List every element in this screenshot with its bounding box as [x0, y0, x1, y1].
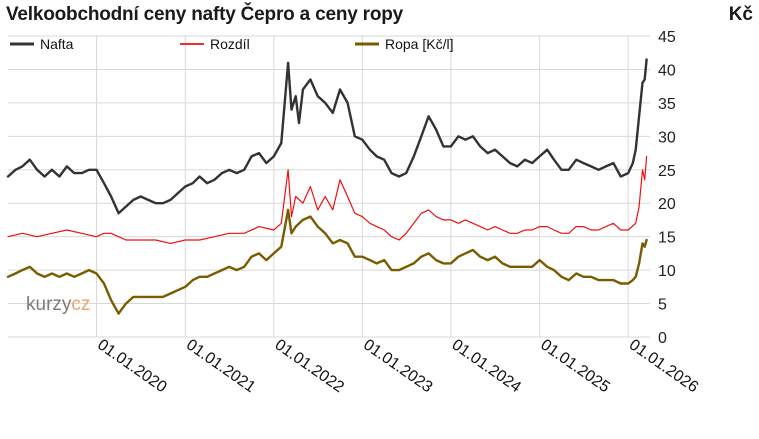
- y-tick-label: 45: [658, 29, 676, 46]
- watermark-main: kurzy: [26, 294, 72, 315]
- y-tick-label: 40: [658, 62, 676, 79]
- x-tick-label: 01.01.2021: [183, 336, 258, 396]
- y-axis-ticks: 0 5 10 15 20 25 30 35 40 45: [658, 29, 676, 347]
- y-tick-label: 25: [658, 163, 676, 180]
- watermark-accent: cz: [71, 294, 90, 315]
- y-tick-label: 0: [658, 330, 667, 347]
- x-tick-label: 01.01.2022: [272, 336, 347, 396]
- chart-title: Velkoobchodní ceny nafty Čepro a ceny ro…: [6, 4, 404, 25]
- legend-label-3: Ropa [Kč/l]: [385, 36, 453, 52]
- watermark-logo: kurzycz: [26, 294, 90, 315]
- watermark-text: kurzycz: [26, 294, 90, 315]
- legend-label-1: Nafta: [40, 36, 74, 52]
- unit-label: Kč: [728, 4, 753, 25]
- y-tick-label: 35: [658, 96, 676, 113]
- x-tick-label: 01.01.2025: [537, 336, 612, 396]
- gridlines: [8, 35, 650, 338]
- series-lines: [6, 58, 648, 315]
- x-axis-ticks: 01.01.2020 01.01.2021 01.01.2022 01.01.2023…: [94, 336, 701, 396]
- series-line-3: [6, 208, 648, 315]
- series-line-1: [6, 58, 648, 215]
- x-tick-label: 01.01.2024: [449, 336, 524, 396]
- y-tick-label: 30: [658, 129, 676, 146]
- x-tick-label: 01.01.2023: [360, 336, 435, 396]
- x-tick-label: 01.01.2020: [94, 336, 169, 396]
- y-tick-label: 5: [658, 297, 667, 314]
- y-tick-label: 20: [658, 196, 676, 213]
- legend-label-2: Rozdíl: [210, 36, 250, 52]
- series-line-2: [7, 155, 648, 244]
- legend: Nafta Rozdíl Ropa [Kč/l]: [10, 36, 453, 52]
- y-tick-label: 10: [658, 263, 676, 280]
- y-tick-label: 15: [658, 230, 676, 247]
